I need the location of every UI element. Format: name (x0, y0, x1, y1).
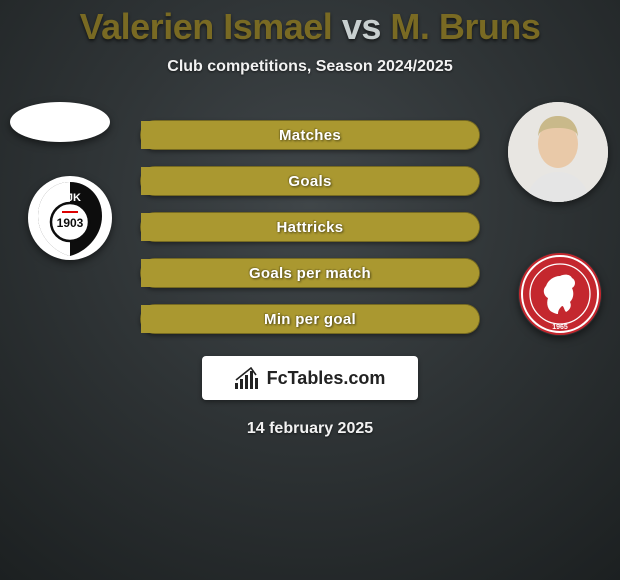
branding-text: FcTables.com (267, 368, 386, 389)
page-title: Valerien Ismael vs M. Bruns (80, 6, 541, 48)
stat-label: Goals (288, 173, 331, 190)
player2-avatar (508, 102, 608, 202)
stat-label: Min per goal (264, 311, 356, 328)
player2-name: M. Bruns (390, 6, 540, 47)
date-label: 14 february 2025 (247, 420, 373, 438)
stat-bar: Goals0 (140, 166, 480, 196)
vs-label: vs (342, 6, 381, 47)
stat-bar: Goals per match (140, 258, 480, 288)
svg-text:BJK: BJK (59, 192, 81, 204)
player1-avatar (10, 102, 110, 142)
player1-name: Valerien Ismael (80, 6, 333, 47)
stat-bar: Matches22 (140, 120, 480, 150)
svg-text:1903: 1903 (57, 216, 84, 230)
chart-icon (235, 367, 261, 389)
stat-bar: Hattricks0 (140, 212, 480, 242)
stat-label: Goals per match (249, 265, 371, 282)
subtitle: Club competitions, Season 2024/2025 (167, 58, 452, 76)
player1-club-crest: BJK 1903 (28, 176, 112, 260)
svg-text:1965: 1965 (552, 324, 568, 331)
stat-label: Matches (279, 127, 341, 144)
stat-bar: Min per goal (140, 304, 480, 334)
branding-box: FcTables.com (202, 356, 418, 400)
stat-label: Hattricks (277, 219, 344, 236)
player2-club-crest: 1965 (518, 252, 602, 336)
